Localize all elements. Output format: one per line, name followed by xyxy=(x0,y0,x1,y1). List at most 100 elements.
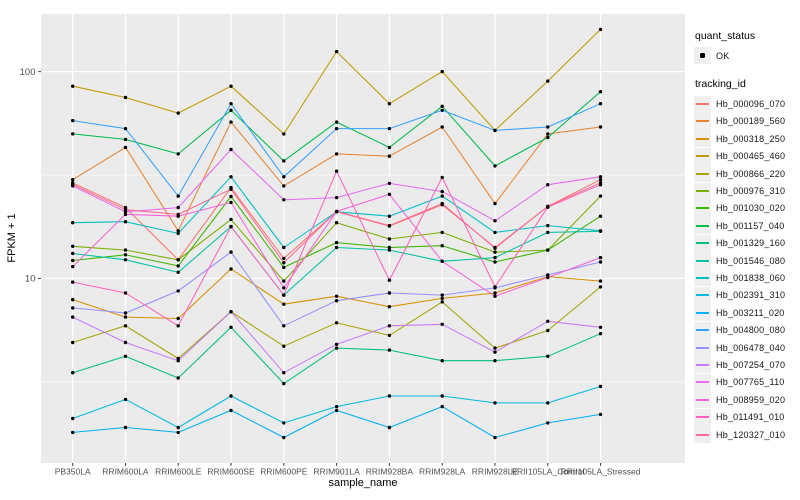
point-Hb_007254_070 xyxy=(176,359,180,363)
point-Hb_001329_160 xyxy=(71,371,75,375)
legend-key-swatch xyxy=(694,269,711,287)
point-Hb_002391_310 xyxy=(598,384,603,389)
point-Hb_000465_460 xyxy=(71,84,75,88)
point-Hb_000976_310 xyxy=(334,221,339,225)
point-Hb_006478_040 xyxy=(546,273,550,277)
legend-label: Hb_007254_070 xyxy=(716,359,786,370)
point-Hb_007254_070 xyxy=(334,342,339,346)
legend-item-Hb_011491_010: Hb_011491_010 xyxy=(694,408,785,426)
point-Hb_120327_010 xyxy=(440,201,444,206)
point-Hb_000866_220 xyxy=(546,328,550,333)
legend-line-icon xyxy=(696,224,709,227)
legend-key-swatch xyxy=(694,217,711,235)
point-Hb_001030_020 xyxy=(440,244,444,248)
legend-item-Hb_002391_310: Hb_002391_310 xyxy=(694,286,785,304)
legend-label: Hb_001329_160 xyxy=(716,238,786,249)
point-Hb_001329_160 xyxy=(229,325,233,329)
legend-line-icon xyxy=(696,294,709,297)
point-Hb_007254_070 xyxy=(493,350,497,354)
legend-title-tracking-id: tracking_id xyxy=(695,78,746,91)
legend-item-list: Hb_000096_070 Hb_000189_560 Hb_000318_250 H… xyxy=(694,95,785,443)
point-Hb_000318_250 xyxy=(493,291,497,295)
point-Hb_001030_020 xyxy=(598,214,603,218)
point-Hb_002391_310 xyxy=(493,401,497,405)
point-Hb_003211_020 xyxy=(229,408,233,413)
point-Hb_008959_020 xyxy=(71,264,75,269)
legend-item-Hb_003211_020: Hb_003211_020 xyxy=(694,304,785,322)
point-Hb_120327_010 xyxy=(598,181,603,185)
point-Hb_001329_160 xyxy=(334,346,339,350)
point-Hb_001030_020 xyxy=(282,265,286,270)
point-Hb_000866_220 xyxy=(71,340,75,345)
legend-key-swatch xyxy=(694,147,711,165)
point-Hb_001157_040 xyxy=(334,120,339,124)
x-tick-label: RRIM928BA xyxy=(366,467,414,477)
point-Hb_000189_560 xyxy=(229,120,233,124)
point-Hb_001030_020 xyxy=(546,248,550,252)
point-Hb_001030_020 xyxy=(493,260,497,264)
point-Hb_001546_080 xyxy=(123,258,128,262)
point-Hb_001546_080 xyxy=(493,255,497,260)
point-Hb_003211_020 xyxy=(282,435,286,440)
point-Hb_007254_070 xyxy=(387,324,392,328)
point-Hb_000976_310 xyxy=(440,230,444,235)
x-tick-label: RRII105LA_Control xyxy=(511,467,585,477)
point-Hb_001030_020 xyxy=(334,240,339,245)
legend-item-Hb_001838_060: Hb_001838_060 xyxy=(694,269,785,287)
legend-key-swatch xyxy=(694,199,711,217)
x-axis-title: sample_name xyxy=(328,477,398,489)
legend-line-icon xyxy=(696,398,709,401)
point-Hb_003211_020 xyxy=(176,430,180,435)
legend-line-icon xyxy=(696,433,709,436)
legend-item-Hb_001030_020: Hb_001030_020 xyxy=(694,199,785,217)
point-Hb_120327_010 xyxy=(229,187,233,191)
point-Hb_003211_020 xyxy=(387,425,392,430)
x-tick-label: RRIM928LE xyxy=(472,467,519,477)
point-Hb_000465_460 xyxy=(282,132,286,136)
point-Hb_007765_110 xyxy=(282,198,286,202)
point-Hb_000189_560 xyxy=(387,154,392,158)
x-tick-label: RRIM901LA xyxy=(313,467,360,477)
point-Hb_011491_010 xyxy=(493,285,497,289)
x-tick-label: RRIM600LE xyxy=(155,467,202,477)
point-Hb_006478_040 xyxy=(176,289,180,293)
point-Hb_003211_020 xyxy=(598,412,603,417)
point-Hb_011491_010 xyxy=(229,224,233,229)
point-Hb_000189_560 xyxy=(123,145,128,150)
point-Hb_008959_020 xyxy=(493,294,497,298)
point-Hb_000318_250 xyxy=(334,294,339,298)
x-tick-label: RRIM928LA xyxy=(419,467,466,477)
legend-item-Hb_000866_220: Hb_000866_220 xyxy=(694,165,785,183)
legend-item-Hb_001329_160: Hb_001329_160 xyxy=(694,234,786,252)
point-Hb_000318_250 xyxy=(440,296,444,301)
legend-item-ok: OK xyxy=(694,47,785,65)
legend-label: Hb_001546_080 xyxy=(716,255,786,266)
y-tick-label: 10 xyxy=(25,274,36,285)
legend-item-Hb_000465_460: Hb_000465_460 xyxy=(694,147,785,165)
legend-label: Hb_000189_560 xyxy=(716,116,786,127)
point-Hb_003211_020 xyxy=(440,404,444,409)
point-Hb_000189_560 xyxy=(598,125,603,129)
point-Hb_011491_010 xyxy=(282,293,286,297)
legend-item-Hb_007765_110: Hb_007765_110 xyxy=(694,373,785,391)
legend-line-icon xyxy=(696,363,709,366)
point-Hb_000318_250 xyxy=(387,305,392,309)
point-Hb_000976_310 xyxy=(493,250,497,254)
axes: 10 100 PB350LA RRIM600LA RRIM600LE RRIM600SE R… xyxy=(20,67,641,477)
legend-key-swatch xyxy=(694,391,711,409)
point-Hb_000318_250 xyxy=(229,267,233,271)
point-Hb_120327_010 xyxy=(387,223,392,228)
point-Hb_004800_080 xyxy=(440,108,444,113)
legend-label: Hb_007765_110 xyxy=(716,377,785,388)
point-Hb_000866_220 xyxy=(493,346,497,350)
legend-label: Hb_120327_010 xyxy=(716,429,786,440)
point-Hb_000465_460 xyxy=(229,84,233,88)
point-Hb_007765_110 xyxy=(440,189,444,194)
point-Hb_000976_310 xyxy=(282,279,286,283)
y-axis-title: FPKM + 1 xyxy=(6,213,18,263)
legend-label: Hb_001157_040 xyxy=(716,220,785,231)
point-Hb_000189_560 xyxy=(176,229,180,233)
point-Hb_000318_250 xyxy=(282,302,286,306)
point-Hb_000976_310 xyxy=(123,248,128,252)
legend-key-swatch xyxy=(694,252,711,270)
